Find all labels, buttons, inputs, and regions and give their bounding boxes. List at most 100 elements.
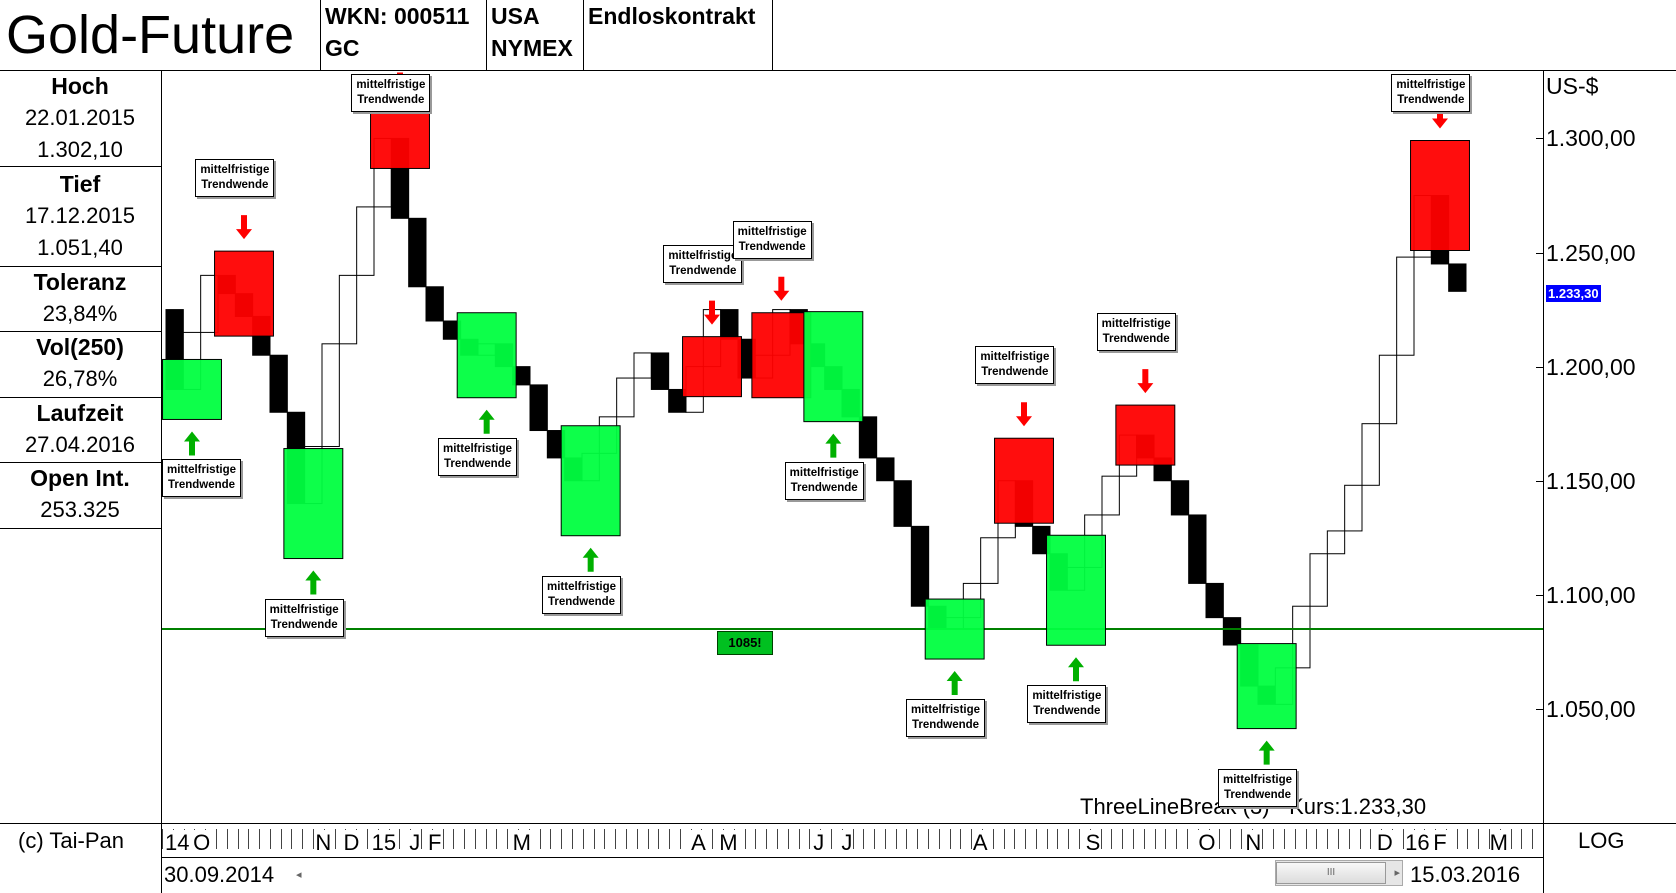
tlb-brick <box>338 274 358 345</box>
down-reversal-zone <box>1410 140 1470 251</box>
down-reversal-zone <box>214 250 274 337</box>
time-tick <box>1521 829 1523 849</box>
trend-reversal-label: mittelfristige Trendwende <box>264 598 344 637</box>
time-tick <box>1478 829 1480 849</box>
time-tick <box>669 829 671 849</box>
country-label: USA <box>491 3 540 29</box>
time-tick <box>162 829 163 849</box>
time-tick <box>1165 829 1167 849</box>
time-tick <box>420 829 422 849</box>
sidebar-high: Hoch 22.01.2015 1.302,10 <box>0 70 160 166</box>
time-tick <box>1014 829 1016 849</box>
time-tick <box>1262 829 1264 849</box>
trend-reversal-label: mittelfristige Trendwende <box>732 220 812 259</box>
sidebar-label-open-interest: Open Int. <box>30 465 130 491</box>
tlb-brick <box>633 352 652 379</box>
time-tick <box>679 829 681 849</box>
tlb-brick <box>1309 553 1328 607</box>
scrollbar-grip-icon: III <box>1326 867 1336 878</box>
time-tick <box>1532 829 1534 849</box>
time-tick <box>787 829 789 849</box>
sidebar-label-maturity: Laufzeit <box>36 400 124 426</box>
wkn-cell: WKN: 000511 GC <box>321 0 486 70</box>
sidebar-label-high: Hoch <box>51 73 109 99</box>
tlb-brick <box>1222 617 1242 646</box>
scrollbar-thumb[interactable]: III <box>1276 862 1386 884</box>
time-tick <box>992 829 994 849</box>
symbol-label: GC <box>325 35 360 61</box>
time-tick <box>1176 829 1178 849</box>
month-label: O <box>193 830 211 856</box>
time-tick <box>496 829 498 849</box>
up-reversal-zone <box>283 448 344 560</box>
y-tick-label: 1.050,00 <box>1546 695 1636 722</box>
contract-label: Endloskontrakt <box>588 3 756 29</box>
time-tick <box>1402 829 1404 849</box>
time-tick <box>830 829 832 849</box>
time-tick <box>550 829 552 849</box>
sidebar-divider <box>0 331 161 332</box>
month-label: J <box>841 830 853 856</box>
three-line-break-chart <box>162 72 1543 765</box>
sidebar-label-low: Tief <box>59 171 101 197</box>
sidebar-open-interest: Open Int. 253.325 <box>0 462 160 526</box>
current-price-label: 1.233,30 <box>1548 286 1599 301</box>
down-reversal-zone <box>1115 404 1176 466</box>
tlb-brick <box>616 377 635 418</box>
time-tick <box>1230 829 1232 849</box>
time-tick <box>248 829 250 849</box>
wkn-label: WKN: 000511 <box>325 3 470 29</box>
tlb-brick <box>1448 263 1467 292</box>
y-tick-mark <box>1536 252 1544 254</box>
end-date-label: 15.03.2016 <box>1410 862 1521 887</box>
tlb-brick <box>1188 514 1207 584</box>
sidebar-divider <box>0 462 161 463</box>
arrow-up-icon <box>478 409 495 434</box>
tlb-brick <box>408 217 427 288</box>
sidebar-value-high-price: 1.302,10 <box>37 137 123 162</box>
scroll-left-button[interactable]: ◂ <box>296 869 302 881</box>
y-tick-label: 1.100,00 <box>1546 581 1636 608</box>
scroll-right-button[interactable]: ▸ <box>1394 867 1400 879</box>
down-reversal-zone <box>994 437 1054 524</box>
month-label: J <box>409 830 421 856</box>
tlb-brick <box>356 206 375 276</box>
time-tick <box>712 829 714 849</box>
time-tick <box>1057 829 1059 849</box>
trend-reversal-label: mittelfristige Trendwende <box>1391 74 1471 112</box>
y-tick-label: 1.250,00 <box>1546 239 1636 266</box>
tlb-brick <box>1378 354 1398 425</box>
down-reversal-zone <box>682 336 742 398</box>
time-tick <box>1046 829 1048 849</box>
sidebar-volatility: Vol(250) 26,78% <box>0 331 160 395</box>
support-level-text: 1085! <box>728 635 762 650</box>
tlb-brick <box>876 457 895 482</box>
month-label: D <box>343 830 360 856</box>
arrow-down-icon <box>1016 402 1032 427</box>
time-tick <box>1489 829 1491 849</box>
scrollbar-track[interactable]: III ▸ <box>1275 860 1403 886</box>
time-tick <box>615 829 617 849</box>
y-tick-mark <box>1536 594 1544 596</box>
time-tick <box>884 829 886 849</box>
time-tick <box>1143 829 1145 849</box>
time-tick <box>1467 829 1469 849</box>
trend-reversal-label: mittelfristige Trendwende <box>195 159 275 198</box>
month-label: A <box>972 830 988 856</box>
time-tick <box>507 829 509 849</box>
arrow-up-icon <box>582 547 599 572</box>
time-tick <box>1133 829 1135 849</box>
month-label: A <box>691 830 706 856</box>
time-tick <box>658 829 660 849</box>
log-toggle[interactable]: LOG <box>1578 828 1625 853</box>
exchange-label: NYMEX <box>491 35 573 61</box>
time-tick <box>1456 829 1458 849</box>
time-tick <box>442 829 444 849</box>
time-tick <box>917 829 919 849</box>
month-label: N <box>315 830 332 856</box>
month-label: J <box>813 830 825 856</box>
sidebar-divider <box>0 528 161 529</box>
tlb-brick <box>1361 423 1380 486</box>
tlb-brick <box>650 352 670 390</box>
arrow-up-icon <box>184 431 200 456</box>
